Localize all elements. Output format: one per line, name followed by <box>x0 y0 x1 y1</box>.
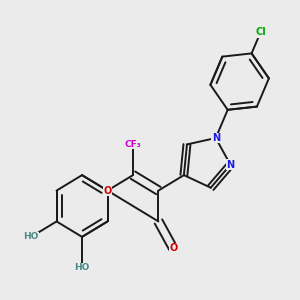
Text: HO: HO <box>74 263 90 272</box>
Text: Cl: Cl <box>255 27 266 37</box>
Text: HO: HO <box>23 232 39 242</box>
Text: CF₃: CF₃ <box>124 140 141 149</box>
Text: N: N <box>212 133 220 143</box>
Text: O: O <box>169 243 177 253</box>
Text: N: N <box>226 160 235 170</box>
Text: O: O <box>103 186 112 196</box>
